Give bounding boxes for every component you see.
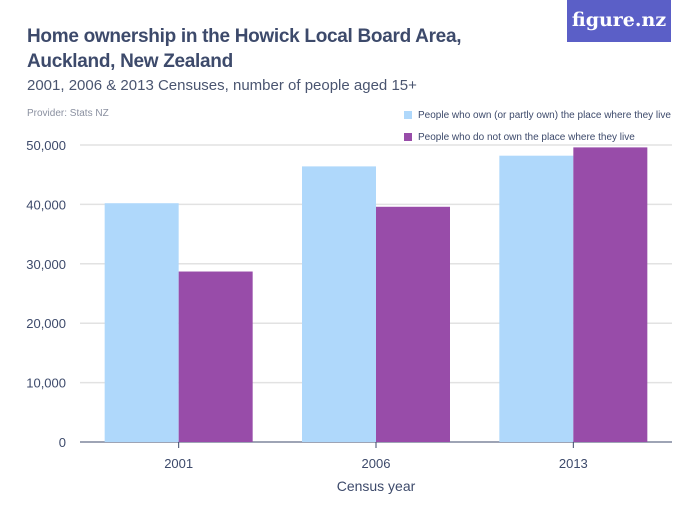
- chart-subtitle: 2001, 2006 & 2013 Censuses, number of pe…: [27, 77, 417, 94]
- bar-2013-not-own[interactable]: [573, 147, 648, 442]
- bar-2013-own[interactable]: [499, 155, 574, 442]
- bar-2006-not-own[interactable]: [376, 206, 450, 442]
- y-tick-label: 50,000: [26, 138, 66, 153]
- bar-2001-not-own[interactable]: [178, 271, 253, 442]
- legend-label-not-own: People who do not own the place where th…: [418, 131, 635, 143]
- y-tick-label: 20,000: [26, 316, 66, 331]
- y-tick-label: 10,000: [26, 376, 66, 391]
- x-tick-label: 2006: [362, 456, 391, 471]
- x-axis-title: Census year: [337, 478, 416, 494]
- y-tick-label: 40,000: [26, 197, 66, 212]
- x-tick-label: 2001: [164, 456, 193, 471]
- legend-item-own: People who own (or partly own) the place…: [404, 104, 671, 126]
- legend-swatch-not-own: [404, 133, 412, 141]
- y-tick-label: 0: [59, 435, 66, 450]
- legend: People who own (or partly own) the place…: [404, 104, 671, 148]
- provider-label: Provider: Stats NZ: [27, 108, 109, 119]
- legend-item-not-own: People who do not own the place where th…: [404, 126, 671, 148]
- x-tick-label: 2013: [559, 456, 588, 471]
- legend-swatch-own: [404, 111, 412, 119]
- bar-2006-own[interactable]: [302, 166, 376, 442]
- figure-nz-logo[interactable]: figure.nz: [567, 0, 671, 42]
- chart-title: Home ownership in the Howick Local Board…: [27, 26, 462, 72]
- y-tick-label: 30,000: [26, 257, 66, 272]
- legend-label-own: People who own (or partly own) the place…: [418, 109, 671, 121]
- bar-2001-own[interactable]: [104, 203, 179, 442]
